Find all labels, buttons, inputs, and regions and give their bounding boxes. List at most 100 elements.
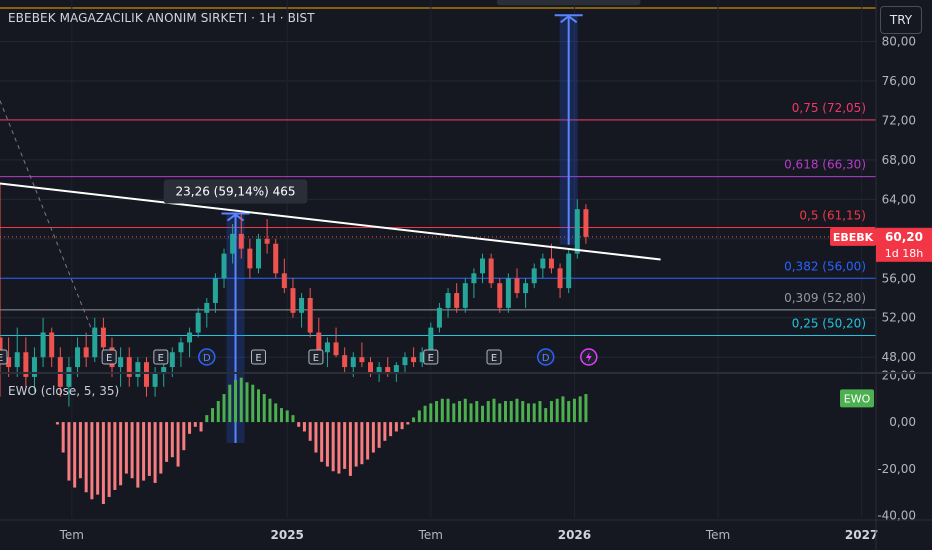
lightning-icon (585, 352, 592, 362)
candle-body (204, 302, 210, 313)
dividend-marker (536, 348, 555, 366)
candle-body (316, 332, 322, 353)
candle-body (307, 297, 313, 333)
ewo-bar (142, 422, 146, 481)
ewo-bar (561, 396, 565, 423)
measure-labels: 23,26 (59,14%) 46523,25 (39,16%) 465 (163, 0, 641, 204)
ewo-bar (354, 422, 358, 467)
earnings-marker-label: E (428, 353, 434, 364)
candle-body (324, 342, 330, 353)
candle-body (281, 273, 287, 289)
ewo-bar (90, 422, 94, 500)
candle-body (195, 312, 201, 333)
candle-body (23, 352, 29, 377)
candle-body (273, 243, 279, 274)
ewo-bar (549, 401, 553, 423)
ewo-bar (389, 422, 393, 437)
bar-countdown: 1d 18h (885, 247, 923, 260)
ewo-badge (840, 389, 874, 408)
ewo-bar (366, 422, 370, 460)
y-tick-label: 48,00 (882, 350, 916, 364)
candle-body (540, 258, 546, 269)
candle-body (49, 332, 55, 358)
candle-body (92, 327, 98, 358)
fib-level-label: 0,309 (52,80) (784, 291, 866, 305)
earnings-marker-label: E (106, 353, 112, 364)
candle-body (178, 342, 184, 353)
ewo-bar (417, 410, 421, 423)
ewo-bar (113, 422, 117, 490)
ewo-bar (503, 401, 507, 423)
ewo-bar (130, 422, 134, 479)
y-tick-label: 64,00 (882, 192, 916, 206)
candle-body (531, 268, 537, 284)
earnings-marker (308, 349, 324, 365)
ewo-bar (274, 403, 278, 423)
candle-body (40, 332, 46, 358)
ewo-bar (492, 398, 496, 423)
fib-level-label: 0,75 (72,05) (792, 101, 866, 115)
candle-body (221, 253, 227, 279)
ewo-bar (406, 422, 410, 425)
measure-arrow (560, 15, 578, 24)
ewo-bar (325, 422, 329, 467)
ewo-bar (124, 422, 128, 474)
candle-body (428, 327, 434, 353)
last-price-value: 60,20 (885, 230, 923, 244)
ewo-bar (176, 422, 180, 467)
candle-body (264, 238, 270, 244)
candle-body (83, 347, 89, 358)
candle-body (118, 357, 124, 368)
earnings-marker (153, 349, 169, 365)
ewo-bar (245, 382, 249, 423)
candle-body (583, 209, 589, 237)
candle-body (342, 355, 348, 368)
ewo-bar (400, 422, 404, 430)
trendline-segment (0, 182, 661, 261)
ewo-bar (251, 384, 255, 423)
ewo-bar (394, 422, 398, 432)
candle-body (376, 367, 382, 372)
candle-body (393, 365, 399, 372)
candle-body (238, 233, 244, 249)
candle-body (350, 357, 356, 368)
ewo-bar (268, 398, 272, 423)
ewo-bar (337, 422, 341, 474)
candle-body (169, 352, 175, 368)
ewo-bar (429, 403, 433, 423)
candle-body (126, 357, 132, 377)
candle-body (385, 367, 391, 372)
candle-body (152, 372, 158, 387)
symbol-badge-label: EBEBK (833, 231, 874, 244)
earnings-marker (250, 349, 266, 365)
ewo-bar (371, 422, 375, 453)
y-tick-label: 80,00 (882, 34, 916, 48)
y-tick-label: 52,00 (882, 311, 916, 325)
candle-body (368, 362, 374, 372)
x-tick-label: Tem (418, 528, 443, 542)
fib-level-label: 0,5 (61,15) (799, 208, 866, 222)
candle-body (299, 297, 305, 313)
ewo-bar (55, 422, 59, 425)
ewo-bar (452, 403, 456, 423)
y-tick-label: 72,00 (882, 113, 916, 127)
ewo-bar (205, 415, 209, 423)
x-tick-label: Tem (59, 528, 84, 542)
currency-button[interactable]: TRY (880, 6, 922, 34)
candle-body (359, 357, 365, 363)
ewo-bar (101, 422, 105, 504)
x-tick-label: Tem (705, 528, 730, 542)
candle-body (566, 253, 572, 289)
ewo-y-tick-label: -20,00 (877, 462, 916, 476)
dividend-marker-label: D (542, 353, 550, 364)
candle-body (462, 283, 468, 308)
trendline[interactable] (0, 100, 661, 338)
ewo-bar (188, 422, 192, 434)
ewo-bar (256, 389, 260, 423)
ewo-bar (147, 422, 151, 476)
candle-body (436, 307, 442, 328)
candle-body (212, 278, 218, 303)
ewo-bar (308, 422, 312, 441)
candle-body (31, 357, 37, 377)
